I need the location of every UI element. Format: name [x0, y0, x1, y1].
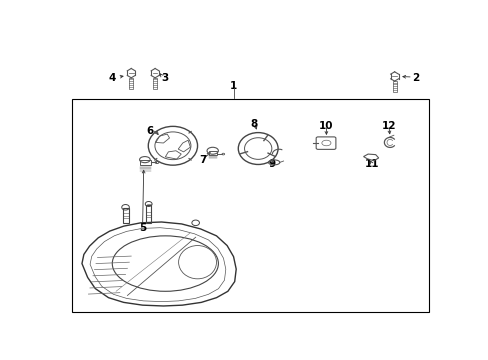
Bar [146, 205, 151, 223]
Text: 5: 5 [139, 222, 146, 233]
Text: 2: 2 [411, 73, 418, 83]
Text: 4: 4 [108, 73, 116, 83]
Text: 10: 10 [319, 121, 333, 131]
Text: 6: 6 [146, 126, 154, 135]
Text: 3: 3 [162, 73, 169, 83]
Text: 12: 12 [381, 121, 395, 131]
Bar [72, 99, 428, 312]
Text: 11: 11 [364, 159, 378, 169]
Bar [129, 78, 133, 89]
Bar [392, 81, 396, 92]
Bar [208, 151, 217, 156]
Bar [153, 78, 157, 89]
Bar [122, 208, 128, 223]
Bar [139, 160, 151, 165]
Text: 9: 9 [268, 159, 275, 169]
Text: 1: 1 [229, 81, 237, 91]
Text: 7: 7 [199, 155, 206, 165]
Text: 8: 8 [249, 118, 257, 129]
